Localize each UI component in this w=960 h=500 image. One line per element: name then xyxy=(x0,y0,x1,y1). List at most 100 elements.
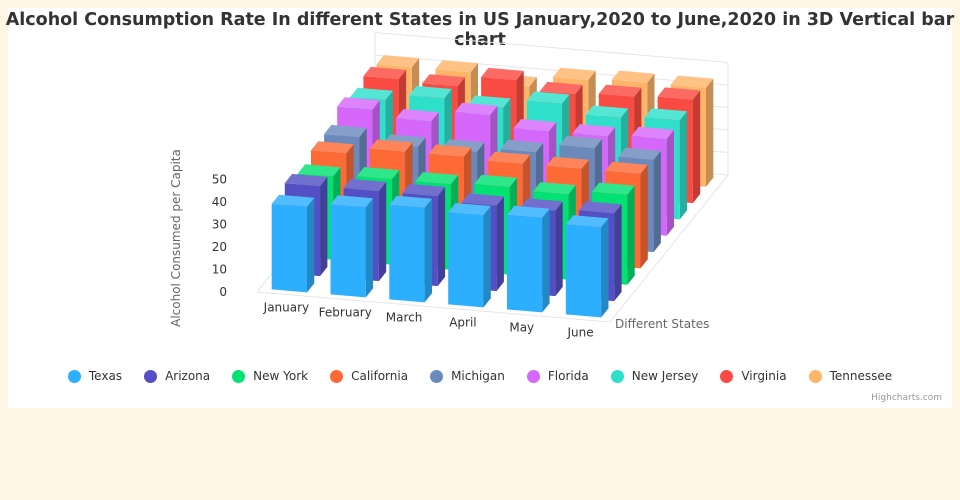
legend-item[interactable]: Texas xyxy=(67,369,123,383)
legend-item[interactable]: Virginia xyxy=(720,369,787,383)
x-tick-label: February xyxy=(319,306,372,320)
bar[interactable] xyxy=(330,195,374,298)
bar-top xyxy=(592,182,635,195)
legend-symbol xyxy=(330,369,344,383)
bar-top xyxy=(533,182,576,195)
bar-top xyxy=(461,193,504,206)
gridline xyxy=(374,32,729,63)
bar-top xyxy=(369,139,413,152)
legend-item[interactable]: Arizona xyxy=(144,369,210,383)
bar-top xyxy=(631,126,674,139)
labels-layer: 0 10 20 30 40 50 January February March April May J… xyxy=(169,149,709,339)
legend-symbol xyxy=(144,369,158,383)
bar-top xyxy=(422,74,465,87)
bar-side xyxy=(614,204,622,302)
gridline xyxy=(374,54,729,86)
x-tick-label: January xyxy=(263,301,310,315)
bar-top xyxy=(343,178,387,192)
bar[interactable] xyxy=(448,203,491,308)
bar-top xyxy=(337,97,380,110)
bar-side xyxy=(640,164,648,269)
y-tick-label: 30 xyxy=(212,218,227,232)
credits-link[interactable]: Highcharts.com xyxy=(871,393,942,403)
bar-top xyxy=(585,105,629,118)
legend-label: New Jersey xyxy=(631,369,699,383)
bar-side xyxy=(627,185,635,285)
bar-top xyxy=(487,151,531,164)
bar-top xyxy=(324,124,367,138)
x-tick-label: March xyxy=(386,311,423,325)
legend-label: Texas xyxy=(88,369,123,383)
legend-symbol xyxy=(67,369,81,383)
bar-top xyxy=(565,215,609,228)
legend-item[interactable]: Tennessee xyxy=(808,369,893,383)
bar-top xyxy=(644,108,688,121)
bar[interactable] xyxy=(271,194,315,293)
bar-top xyxy=(376,55,420,68)
bar-top xyxy=(605,161,648,174)
chart-title: Alcohol Consumption Rate In different St… xyxy=(5,10,955,50)
legend-label: California xyxy=(351,369,409,383)
legend-label: Tennessee xyxy=(829,369,893,383)
bar-front xyxy=(448,212,484,308)
axis-frame-line xyxy=(609,174,729,323)
bar[interactable] xyxy=(389,195,432,303)
bar-front xyxy=(565,224,602,318)
bar-top xyxy=(396,109,439,122)
bar-top xyxy=(553,67,596,80)
bar-side xyxy=(437,186,446,287)
bar-top xyxy=(474,174,517,187)
z-axis-title: Different States xyxy=(615,317,709,331)
bar-top xyxy=(448,203,491,216)
bar[interactable] xyxy=(565,215,609,318)
legend-item[interactable]: California xyxy=(330,369,408,383)
bar-top xyxy=(559,135,603,149)
legend-item[interactable]: New York xyxy=(232,369,308,383)
bar-side xyxy=(424,198,432,303)
legend-item[interactable]: Florida xyxy=(526,369,589,383)
x-tick-label: May xyxy=(509,321,534,335)
legend-label: Arizona xyxy=(165,369,211,383)
bar-top xyxy=(513,119,557,132)
legend: Texas Arizona New York California Michigan Fl… xyxy=(0,369,960,383)
bar-top xyxy=(670,75,714,88)
legend-symbol xyxy=(720,369,734,383)
bar-top xyxy=(481,67,524,81)
bar-front xyxy=(389,204,425,303)
y-tick-label: 10 xyxy=(212,263,227,277)
bar-front xyxy=(507,214,543,313)
bar[interactable] xyxy=(507,205,550,313)
legend-item[interactable]: New Jersey xyxy=(610,369,699,383)
bar-side xyxy=(706,78,714,187)
bar-side xyxy=(542,208,550,313)
bar-top xyxy=(454,102,498,115)
bar-top xyxy=(350,87,393,100)
y-tick-label: 0 xyxy=(219,285,227,299)
bar-top xyxy=(618,147,661,160)
bar-top xyxy=(428,144,472,157)
bar-top xyxy=(402,183,446,197)
bar-front xyxy=(271,203,307,293)
bar-side xyxy=(601,218,609,318)
y-tick-label: 40 xyxy=(212,195,227,209)
y-tick-label: 50 xyxy=(212,173,227,187)
legend-label: Michigan xyxy=(451,369,505,383)
bar-top xyxy=(363,66,407,80)
bar-top xyxy=(415,172,459,185)
bar-side xyxy=(307,197,315,293)
legend-label: Florida xyxy=(547,369,589,383)
bar-top xyxy=(311,141,354,154)
bar-top xyxy=(598,84,642,97)
bar-side xyxy=(378,181,387,282)
x-tick-label: June xyxy=(567,326,594,340)
legend-label: New York xyxy=(253,369,309,383)
bar-side xyxy=(483,206,491,308)
legend-item[interactable]: Michigan xyxy=(430,369,505,383)
y-tick-label: 20 xyxy=(212,240,227,254)
bar-top xyxy=(297,164,341,177)
bar-top xyxy=(356,167,400,180)
bar-side xyxy=(653,150,661,253)
bar-side xyxy=(365,198,374,298)
bar-side xyxy=(496,196,504,292)
